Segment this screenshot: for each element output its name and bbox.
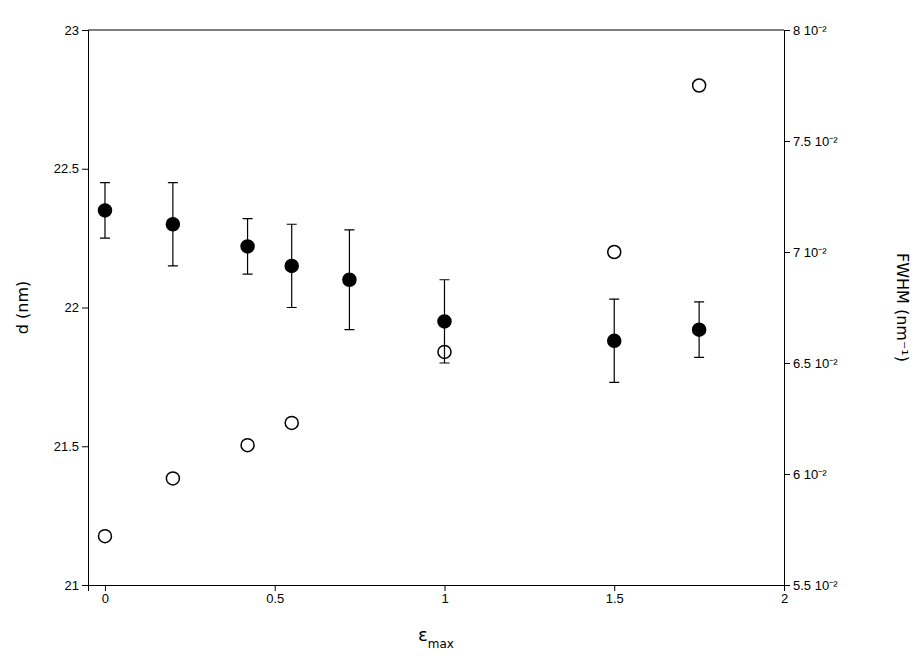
tick-mark <box>105 585 106 591</box>
tick: 21 <box>65 578 88 593</box>
tick: 0 <box>102 585 109 606</box>
tick: 6 10⁻² <box>784 467 827 482</box>
tick: 23 <box>65 23 88 38</box>
x-axis: 0 0.5 1 1.5 2 <box>89 585 789 606</box>
point <box>343 273 356 286</box>
open-point <box>285 416 298 429</box>
tick-label: 21.5 <box>54 439 79 454</box>
axis-line <box>82 31 89 586</box>
point <box>166 218 179 231</box>
tick-label: 1 <box>441 591 448 606</box>
point <box>693 323 706 336</box>
tick-mark <box>82 585 88 586</box>
tick: 1 <box>441 585 448 606</box>
tick-mark <box>82 30 88 31</box>
tick-label: 8 10⁻² <box>793 23 827 38</box>
tick-label: 0.5 <box>266 591 284 606</box>
open-point <box>608 246 621 259</box>
point <box>98 204 111 217</box>
tick-label: 0 <box>102 591 109 606</box>
tick: 22 <box>65 300 88 315</box>
tick-mark <box>82 446 88 447</box>
tick: 7.5 10⁻² <box>784 134 838 149</box>
tick: 6.5 10⁻² <box>784 356 838 371</box>
tick-label: 22.5 <box>54 161 79 176</box>
tick-label: 21 <box>65 578 79 593</box>
tick-label: 23 <box>65 23 79 38</box>
tick-label: 1.5 <box>606 591 624 606</box>
tick-mark <box>784 585 790 586</box>
series <box>98 183 705 383</box>
series <box>98 79 705 543</box>
tick-label: 5.5 10⁻² <box>793 578 838 593</box>
tick-mark <box>82 169 88 170</box>
point <box>608 334 621 347</box>
open-point <box>693 79 706 92</box>
tick-mark <box>784 252 790 253</box>
point <box>241 240 254 253</box>
plot-area <box>98 79 705 543</box>
x-axis-title: εmax <box>418 624 454 651</box>
tick-label: 22 <box>65 300 79 315</box>
tick-label: 2 <box>781 591 788 606</box>
open-point <box>98 530 111 543</box>
y-axis-title: d (nm) <box>13 281 32 334</box>
tick-mark <box>784 30 790 31</box>
y-axis: 21 21.5 22 22.5 23 <box>54 23 89 593</box>
tick-label: 7 10⁻² <box>793 245 827 260</box>
tick-mark <box>784 474 790 475</box>
x-axis-title-sub: max <box>428 637 454 651</box>
open-point <box>166 472 179 485</box>
point <box>438 315 451 328</box>
y2-axis: 5.5 10⁻² 6 10⁻² 6.5 10⁻² 7 10⁻² 7.5 10⁻² 8 10… <box>784 23 838 593</box>
tick: 1.5 <box>606 585 624 606</box>
tick: 2 <box>781 585 788 606</box>
tick: 21.5 <box>54 439 88 454</box>
chart: 0 0.5 1 1.5 2 21 21.5 22 22.5 23 5.5 10⁻² 6 10⁻² 6.5… <box>0 0 919 663</box>
tick-mark <box>82 308 88 309</box>
tick-label: 7.5 10⁻² <box>793 134 838 149</box>
tick-mark <box>444 585 445 591</box>
plot-frame <box>88 30 784 31</box>
tick: 5.5 10⁻² <box>784 578 838 593</box>
tick-mark <box>784 363 790 364</box>
tick-label: 6 10⁻² <box>793 467 827 482</box>
tick: 22.5 <box>54 161 88 176</box>
tick: 8 10⁻² <box>784 23 827 38</box>
axis-line <box>785 31 791 586</box>
tick-mark <box>784 141 790 142</box>
y2-axis-title: FWHM (nm⁻¹) <box>893 253 912 362</box>
tick-label: 6.5 10⁻² <box>793 356 838 371</box>
tick-mark <box>614 585 615 591</box>
open-point <box>241 439 254 452</box>
x-axis-title-main: ε <box>418 624 428 645</box>
tick-mark <box>275 585 276 591</box>
point <box>285 259 298 272</box>
tick: 7 10⁻² <box>784 245 827 260</box>
axis-line <box>89 586 785 592</box>
tick: 0.5 <box>266 585 284 606</box>
